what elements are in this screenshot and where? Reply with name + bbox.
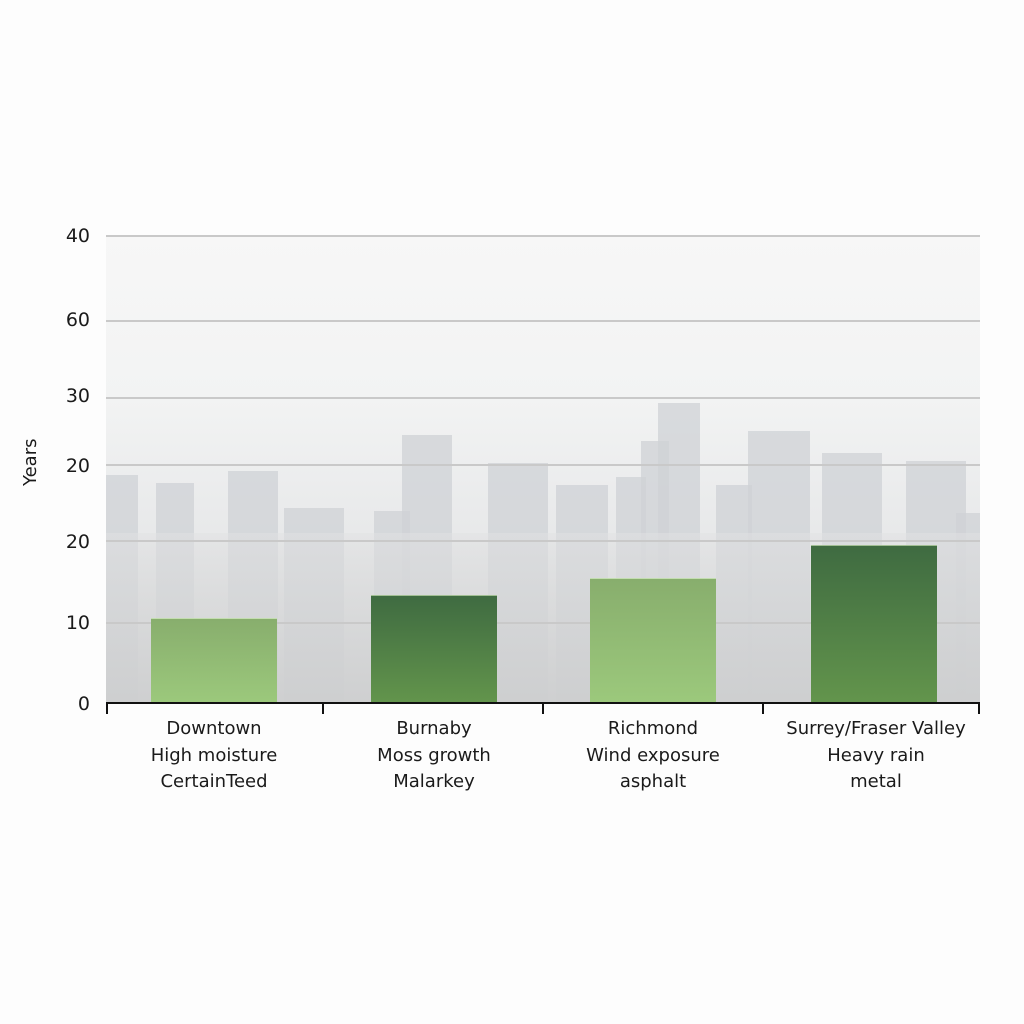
y-tick-label: 60 — [65, 309, 90, 331]
gridline — [106, 320, 980, 322]
x-tick — [322, 702, 324, 714]
gridline — [106, 464, 980, 466]
gridline — [106, 397, 980, 399]
bar-richmond[interactable] — [590, 578, 716, 704]
gridline — [106, 540, 980, 542]
gridline — [106, 622, 980, 624]
region-name: Surrey/Fraser Valley — [786, 718, 966, 739]
y-tick-label: 0 — [77, 693, 90, 715]
region-name: Downtown — [166, 718, 262, 739]
region-name: Burnaby — [396, 718, 472, 739]
material: Malarkey — [393, 771, 475, 792]
condition: Moss growth — [377, 744, 491, 766]
gridline — [106, 235, 980, 237]
x-category-label-richmond: Richmond Wind exposure asphalt — [544, 716, 762, 796]
x-category-label-downtown: Downtown High moisture CertainTeed — [105, 716, 323, 796]
bar-surrey-fraser-valley[interactable] — [811, 545, 937, 704]
condition: High moisture — [150, 744, 278, 766]
y-axis-label: Years — [20, 438, 41, 487]
y-tick-label: 30 — [65, 385, 90, 407]
x-category-label-surrey: Surrey/Fraser Valley Heavy rain metal — [767, 716, 985, 796]
x-category-label-burnaby: Burnaby Moss growth Malarkey — [325, 716, 543, 796]
bar-downtown[interactable] — [151, 618, 277, 704]
material: metal — [850, 771, 902, 792]
region-name: Richmond — [607, 718, 699, 739]
condition: Wind exposure — [586, 744, 720, 766]
y-tick-label: 10 — [65, 612, 90, 634]
bar-burnaby[interactable] — [371, 595, 497, 704]
y-tick-label: 40 — [65, 225, 90, 247]
y-tick-label: 20 — [65, 455, 90, 477]
x-tick — [106, 702, 108, 714]
x-tick — [762, 702, 764, 714]
x-tick — [978, 702, 980, 714]
x-tick — [542, 702, 544, 714]
material: CertainTeed — [160, 771, 268, 792]
condition: Heavy rain — [827, 744, 925, 766]
y-tick-label: 20 — [65, 531, 90, 553]
material: asphalt — [619, 771, 687, 792]
